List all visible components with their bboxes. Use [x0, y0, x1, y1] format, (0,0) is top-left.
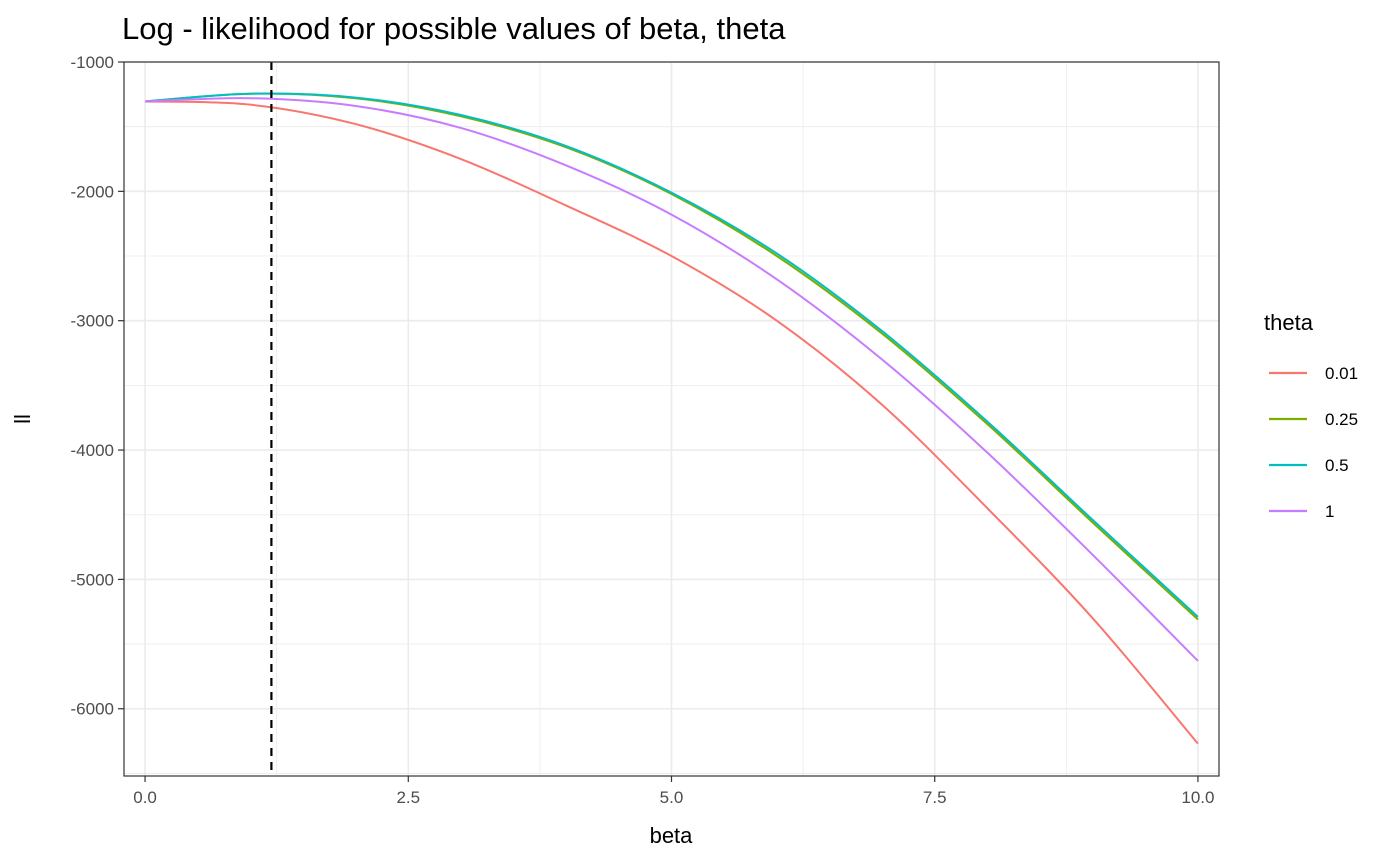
series-layer — [144, 92, 1199, 745]
y-tick-label: -3000 — [71, 312, 114, 331]
y-tick-label: -5000 — [71, 570, 114, 589]
legend-label-theta-0.25: 0.25 — [1325, 410, 1358, 429]
series-line-theta-0.01 — [145, 100, 1199, 745]
legend: theta 0.01 0.25 0.5 1 — [1264, 310, 1358, 521]
legend-label-theta-0.01: 0.01 — [1325, 364, 1358, 383]
legend-label-theta-1: 1 — [1325, 502, 1334, 521]
y-axis-title: ll — [10, 414, 35, 424]
legend-title: theta — [1264, 310, 1314, 335]
x-axis-title: beta — [650, 823, 694, 848]
y-tick-label: -1000 — [71, 53, 114, 72]
legend-label-theta-0.5: 0.5 — [1325, 456, 1349, 475]
axes: 0.0 2.5 5.0 7.5 10.0 -6000 -5000 -4000 -3000 -200… — [71, 53, 1215, 807]
y-tick-label: -6000 — [71, 700, 114, 719]
x-tick-label: 5.0 — [660, 788, 684, 807]
y-tick-label: -2000 — [71, 182, 114, 201]
y-tick-label: -4000 — [71, 441, 114, 460]
x-tick-label: 10.0 — [1181, 788, 1214, 807]
series-line-theta-1 — [145, 97, 1199, 662]
x-tick-label: 7.5 — [923, 788, 947, 807]
chart-title: Log - likelihood for possible values of … — [122, 11, 786, 46]
grid — [124, 61, 1219, 776]
series-line-theta-0.5 — [144, 92, 1199, 618]
x-tick-label: 2.5 — [396, 788, 420, 807]
x-tick-label: 0.0 — [133, 788, 157, 807]
